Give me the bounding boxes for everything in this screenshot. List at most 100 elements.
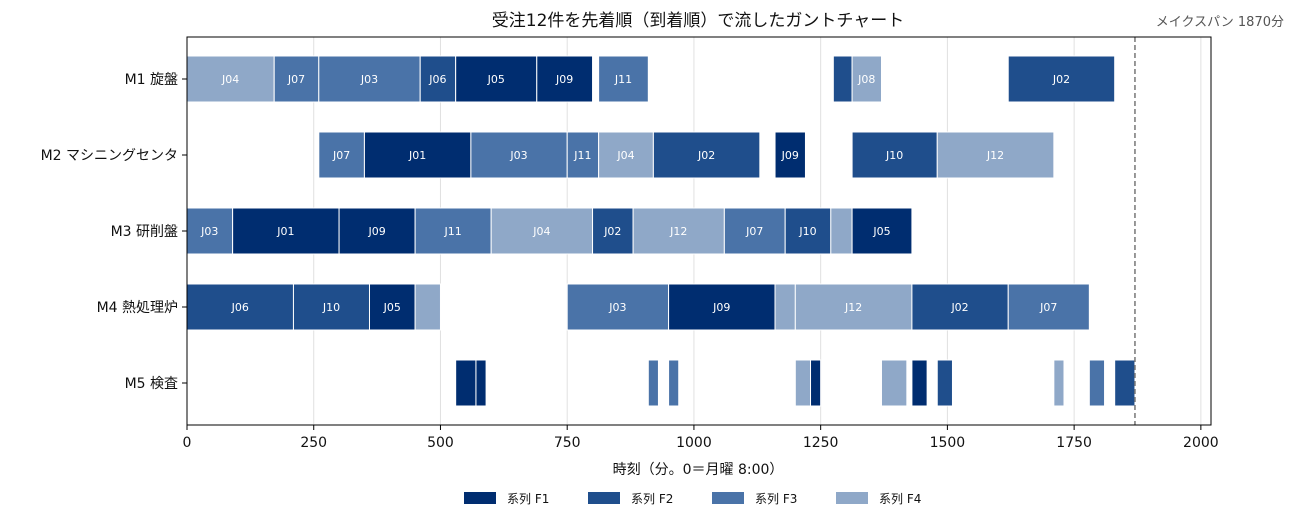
task-bar: [880, 359, 908, 407]
task-bar-label: J10: [798, 225, 816, 238]
task-bar-label: J06: [231, 301, 249, 314]
task-bar: [851, 207, 913, 255]
task-bar-label: J03: [509, 149, 527, 162]
task-bar: [794, 283, 913, 331]
task-bar: [419, 55, 457, 103]
task-bar: [794, 359, 812, 407]
task-bar: [490, 207, 594, 255]
task-bar-label: J04: [616, 149, 634, 162]
task-bar-label: J05: [487, 73, 505, 86]
task-bar: [338, 207, 416, 255]
task-bar-label: J02: [1052, 73, 1070, 86]
task-bar: [1007, 283, 1090, 331]
task-bar: [318, 131, 365, 179]
makespan-label: メイクスパン 1870分: [1156, 15, 1284, 30]
task-bar-label: J07: [287, 73, 305, 86]
task-bars: J04 J07 J03 J06 J05 J09 J11 J08 J02 J07 J01 J03 J11 J…: [186, 55, 1136, 407]
legend: 系列 F1 系列 F2 系列 F3 系列 F4: [464, 492, 921, 506]
x-axis-ticks: 0 250 500 750 1000 1250 1500 1750 2000: [183, 425, 1219, 451]
x-tick-label: 500: [427, 435, 454, 451]
task-bar: [1007, 55, 1116, 103]
task-bar: [832, 55, 853, 103]
task-bar: [292, 283, 370, 331]
x-tick-label: 750: [554, 435, 581, 451]
task-bar-label: J04: [532, 225, 550, 238]
task-bar: [851, 55, 882, 103]
task-bar: [851, 131, 938, 179]
task-bar-label: J12: [986, 149, 1004, 162]
task-bar: [273, 55, 320, 103]
task-bar: [414, 283, 441, 331]
task-bar-label: J12: [844, 301, 862, 314]
legend-label: 系列 F3: [755, 492, 797, 506]
task-bar: [830, 207, 853, 255]
machine-label: M2 マシニングセンタ: [41, 148, 178, 164]
task-bar-label: J10: [322, 301, 340, 314]
legend-swatch: [588, 492, 620, 504]
machine-label: M1 旋盤: [125, 72, 178, 88]
task-bar: [936, 131, 1055, 179]
task-bar: [647, 359, 659, 407]
task-bar-label: J12: [669, 225, 687, 238]
x-tick-label: 1000: [676, 435, 712, 451]
task-bar: [592, 207, 634, 255]
task-bar-label: J01: [408, 149, 426, 162]
task-bar: [186, 207, 234, 255]
task-bar: [475, 359, 487, 407]
x-tick-label: 2000: [1183, 435, 1219, 451]
machine-label: M4 熱処理炉: [97, 300, 178, 316]
task-bar: [455, 55, 538, 103]
task-bar: [1053, 359, 1065, 407]
task-bar-label: J11: [444, 225, 462, 238]
task-bar-label: J03: [360, 73, 378, 86]
y-axis-labels: M1 旋盤 M2 マシニングセンタ M3 研削盤 M4 熱処理炉 M5 検査: [41, 72, 187, 392]
task-bar-label: J05: [872, 225, 890, 238]
task-bar-label: J04: [221, 73, 239, 86]
task-bar: [1088, 359, 1106, 407]
task-bar: [810, 359, 822, 407]
task-bar: [784, 207, 832, 255]
task-bar: [652, 131, 761, 179]
task-bar: [668, 283, 776, 331]
legend-swatch: [712, 492, 744, 504]
legend-label: 系列 F2: [631, 492, 673, 506]
task-bar-label: J01: [276, 225, 294, 238]
task-bar-label: J03: [200, 225, 218, 238]
task-bar: [936, 359, 953, 407]
legend-label: 系列 F1: [507, 492, 549, 506]
task-bar-label: J06: [428, 73, 446, 86]
task-bar: [911, 359, 928, 407]
chart-title: 受注12件を先着順（到着順）で流したガントチャート: [492, 11, 904, 31]
task-bar: [598, 55, 649, 103]
task-bar-label: J11: [573, 149, 591, 162]
x-tick-label: 1250: [803, 435, 839, 451]
x-axis-label: 時刻（分。0＝月曜 8:00）: [613, 462, 784, 478]
task-bar: [455, 359, 477, 407]
task-bar: [363, 131, 472, 179]
task-bar-label: J09: [367, 225, 385, 238]
task-bar: [566, 283, 670, 331]
task-bar-label: J02: [697, 149, 715, 162]
legend-swatch: [836, 492, 868, 504]
task-bar-label: J02: [603, 225, 621, 238]
task-bar: [632, 207, 725, 255]
task-bar: [318, 55, 421, 103]
task-bar-label: J09: [781, 149, 799, 162]
task-bar-label: J07: [332, 149, 350, 162]
x-tick-label: 1750: [1056, 435, 1092, 451]
task-bar-label: J05: [383, 301, 401, 314]
task-bar-label: J03: [608, 301, 626, 314]
task-bar: [668, 359, 680, 407]
task-bar: [774, 131, 806, 179]
machine-label: M5 検査: [125, 376, 178, 392]
task-bar-label: J09: [712, 301, 730, 314]
x-tick-label: 1500: [930, 435, 966, 451]
task-bar-label: J09: [555, 73, 573, 86]
x-tick-label: 0: [183, 435, 192, 451]
task-bar: [1114, 359, 1136, 407]
task-bar: [414, 207, 492, 255]
legend-label: 系列 F4: [879, 492, 921, 506]
task-bar-label: J07: [745, 225, 763, 238]
task-bar-label: J02: [950, 301, 968, 314]
